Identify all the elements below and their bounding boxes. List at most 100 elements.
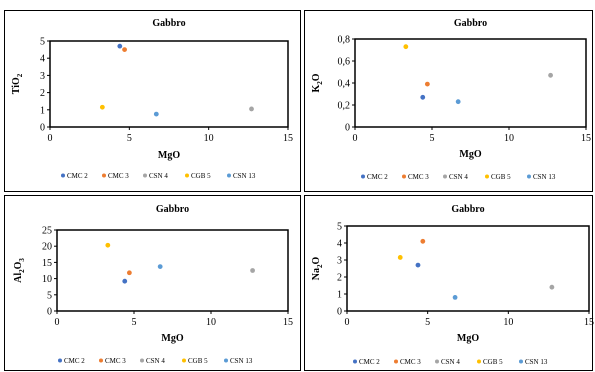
legend-marker-csn-4	[140, 358, 144, 363]
y-tick-label: 4	[337, 239, 342, 250]
x-tick-label: 15	[283, 317, 293, 328]
data-point-cgb-5	[99, 104, 105, 110]
legend-marker-cgb-5	[477, 359, 481, 364]
y-tick-label: 0	[40, 123, 45, 134]
y-tick-label: 2	[337, 273, 342, 284]
y-tick-label: 3	[40, 71, 45, 82]
legend-marker-csn-4	[443, 174, 447, 179]
x-axis-label: MgO	[161, 333, 183, 344]
x-tick-label: 10	[504, 133, 514, 144]
x-tick-label: 10	[503, 317, 513, 328]
chart-svg-k2o: Gabbro 0 0,2 0,4 0,6 0,8 0 5 10 15 MgO K2O CMC 2 CMC …	[311, 18, 591, 181]
y-tick-label: 5	[40, 37, 45, 48]
legend-marker-cmc-3	[99, 358, 103, 363]
chart-title-k2o: Gabbro	[454, 18, 487, 29]
legend-marker-cgb-5	[185, 173, 189, 178]
legend-entry-csn-13: CSN 13	[533, 173, 556, 181]
x-tick-label: 15	[584, 317, 594, 328]
x-tick-label: 0	[48, 133, 53, 144]
x-tick-label: 15	[283, 133, 293, 144]
x-axis-label: MgO	[457, 333, 479, 344]
legend-entry-csn-13: CSN 13	[525, 358, 548, 366]
legend-entry-cmc-2: CMC 2	[64, 357, 85, 365]
legend-entry-cmc-2: CMC 2	[359, 358, 380, 366]
data-point-csn-4	[548, 72, 553, 78]
legend-marker-cmc-3	[102, 173, 106, 178]
legend-entry-csn-4: CSN 4	[441, 358, 460, 366]
data-point-cmc-3	[424, 81, 430, 87]
legend-marker-csn-13	[227, 173, 231, 178]
y-tick-label: 3	[337, 256, 342, 267]
y-axis-label: K2O	[311, 73, 324, 92]
y-tick-label: 0	[337, 307, 342, 318]
chart-panel-na2o: Gabbro 0 1 2 3 4 5 0 5 10 15 MgO Na2O CMC 2 CMC 3 CSN 4…	[304, 195, 594, 371]
y-tick-label: 1	[40, 105, 45, 116]
legend-marker-cmc-3	[394, 359, 398, 364]
y-tick-label: 0,8	[338, 35, 351, 46]
legend-entry-csn-4: CSN 4	[449, 173, 468, 181]
y-tick-label: 1	[337, 290, 342, 301]
data-point-cmc-3	[122, 47, 127, 52]
plot-area-tio2	[49, 40, 289, 128]
data-point-cmc-2	[122, 278, 128, 284]
data-point-cmc-2	[117, 43, 123, 49]
x-tick-label: 5	[425, 317, 430, 328]
x-axis-label: MgO	[158, 150, 180, 161]
x-axis-label: MgO	[459, 149, 481, 160]
x-tick-label: 15	[581, 133, 591, 144]
legend-marker-cmc-2	[61, 173, 65, 178]
data-point-csn-13	[452, 295, 458, 300]
legend-marker-csn-13	[527, 174, 531, 179]
data-point-cmc-2	[415, 262, 421, 268]
y-axis-label: Al2O3	[13, 258, 26, 283]
x-tick-label: 0	[345, 317, 350, 328]
y-tick-label: 0	[345, 123, 350, 134]
legend-entry-cmc-3: CMC 3	[105, 357, 126, 365]
data-point-cmc-2	[420, 94, 426, 100]
data-point-cgb-5	[105, 242, 111, 248]
legend-marker-cmc-2	[353, 359, 357, 364]
chart-title-na2o: Gabbro	[451, 204, 484, 215]
y-tick-label: 0,4	[338, 79, 351, 90]
y-tick-label: 2	[40, 88, 45, 99]
data-point-csn-4	[549, 284, 555, 290]
legend-entry-csn-13: CSN 13	[233, 172, 256, 180]
legend-entry-cgb-5: CGB 5	[188, 357, 208, 365]
legend-entry-cmc-3: CMC 3	[400, 358, 421, 366]
data-point-csn-13	[157, 264, 163, 270]
legend-marker-csn-4	[143, 173, 147, 178]
legend-marker-csn-13	[519, 359, 523, 364]
chart-panel-al2o3: Gabbro 0 5 10 15 20 25 0 5 10 15 MgO Al2O3 CMC 2 CMC 3…	[4, 195, 301, 371]
data-point-cgb-5	[403, 44, 409, 50]
x-tick-label: 5	[430, 133, 435, 144]
chart-panel-tio2: Gabbro 0 1 2 3 4 5 0 5 10 15 MgO TiO2 CMC 2 CMC 3 CSN 4…	[4, 10, 301, 192]
data-point-csn-4	[250, 268, 255, 273]
data-point-cmc-3	[420, 238, 426, 244]
chart-panel-k2o: Gabbro 0 0,2 0,4 0,6 0,8 0 5 10 15 MgO K2O CMC 2 CMC …	[304, 10, 593, 192]
x-tick-label: 5	[127, 133, 132, 144]
chart-title-tio2: Gabbro	[152, 18, 185, 29]
legend-entry-cmc-2: CMC 2	[67, 172, 88, 180]
chart-svg-tio2: Gabbro 0 1 2 3 4 5 0 5 10 15 MgO TiO2 CMC 2 CMC 3 CSN 4…	[11, 18, 293, 180]
legend-marker-csn-13	[224, 358, 228, 363]
legend-marker-cmc-2	[58, 358, 62, 363]
legend-entry-cgb-5: CGB 5	[483, 358, 503, 366]
chart-title-al2o3: Gabbro	[156, 204, 189, 215]
data-point-csn-4	[249, 106, 254, 112]
chart-svg-al2o3: Gabbro 0 5 10 15 20 25 0 5 10 15 MgO Al2O3 CMC 2 CMC 3…	[13, 204, 293, 365]
legend-entry-cmc-3: CMC 3	[408, 173, 429, 181]
y-tick-label: 0,2	[338, 101, 351, 112]
y-axis-label: TiO2	[11, 73, 24, 94]
data-point-csn-13	[153, 111, 159, 117]
legend-marker-cgb-5	[485, 174, 489, 179]
legend-marker-csn-4	[435, 359, 439, 364]
y-tick-label: 4	[40, 54, 45, 65]
x-tick-label: 10	[206, 317, 216, 328]
legend-entry-cgb-5: CGB 5	[191, 172, 211, 180]
legend-marker-cmc-2	[361, 174, 365, 179]
y-tick-label: 5	[337, 222, 342, 233]
legend-marker-cmc-3	[402, 174, 406, 179]
data-point-csn-13	[455, 99, 461, 105]
legend-entry-csn-13: CSN 13	[230, 357, 253, 365]
plot-area-na2o	[346, 225, 590, 312]
